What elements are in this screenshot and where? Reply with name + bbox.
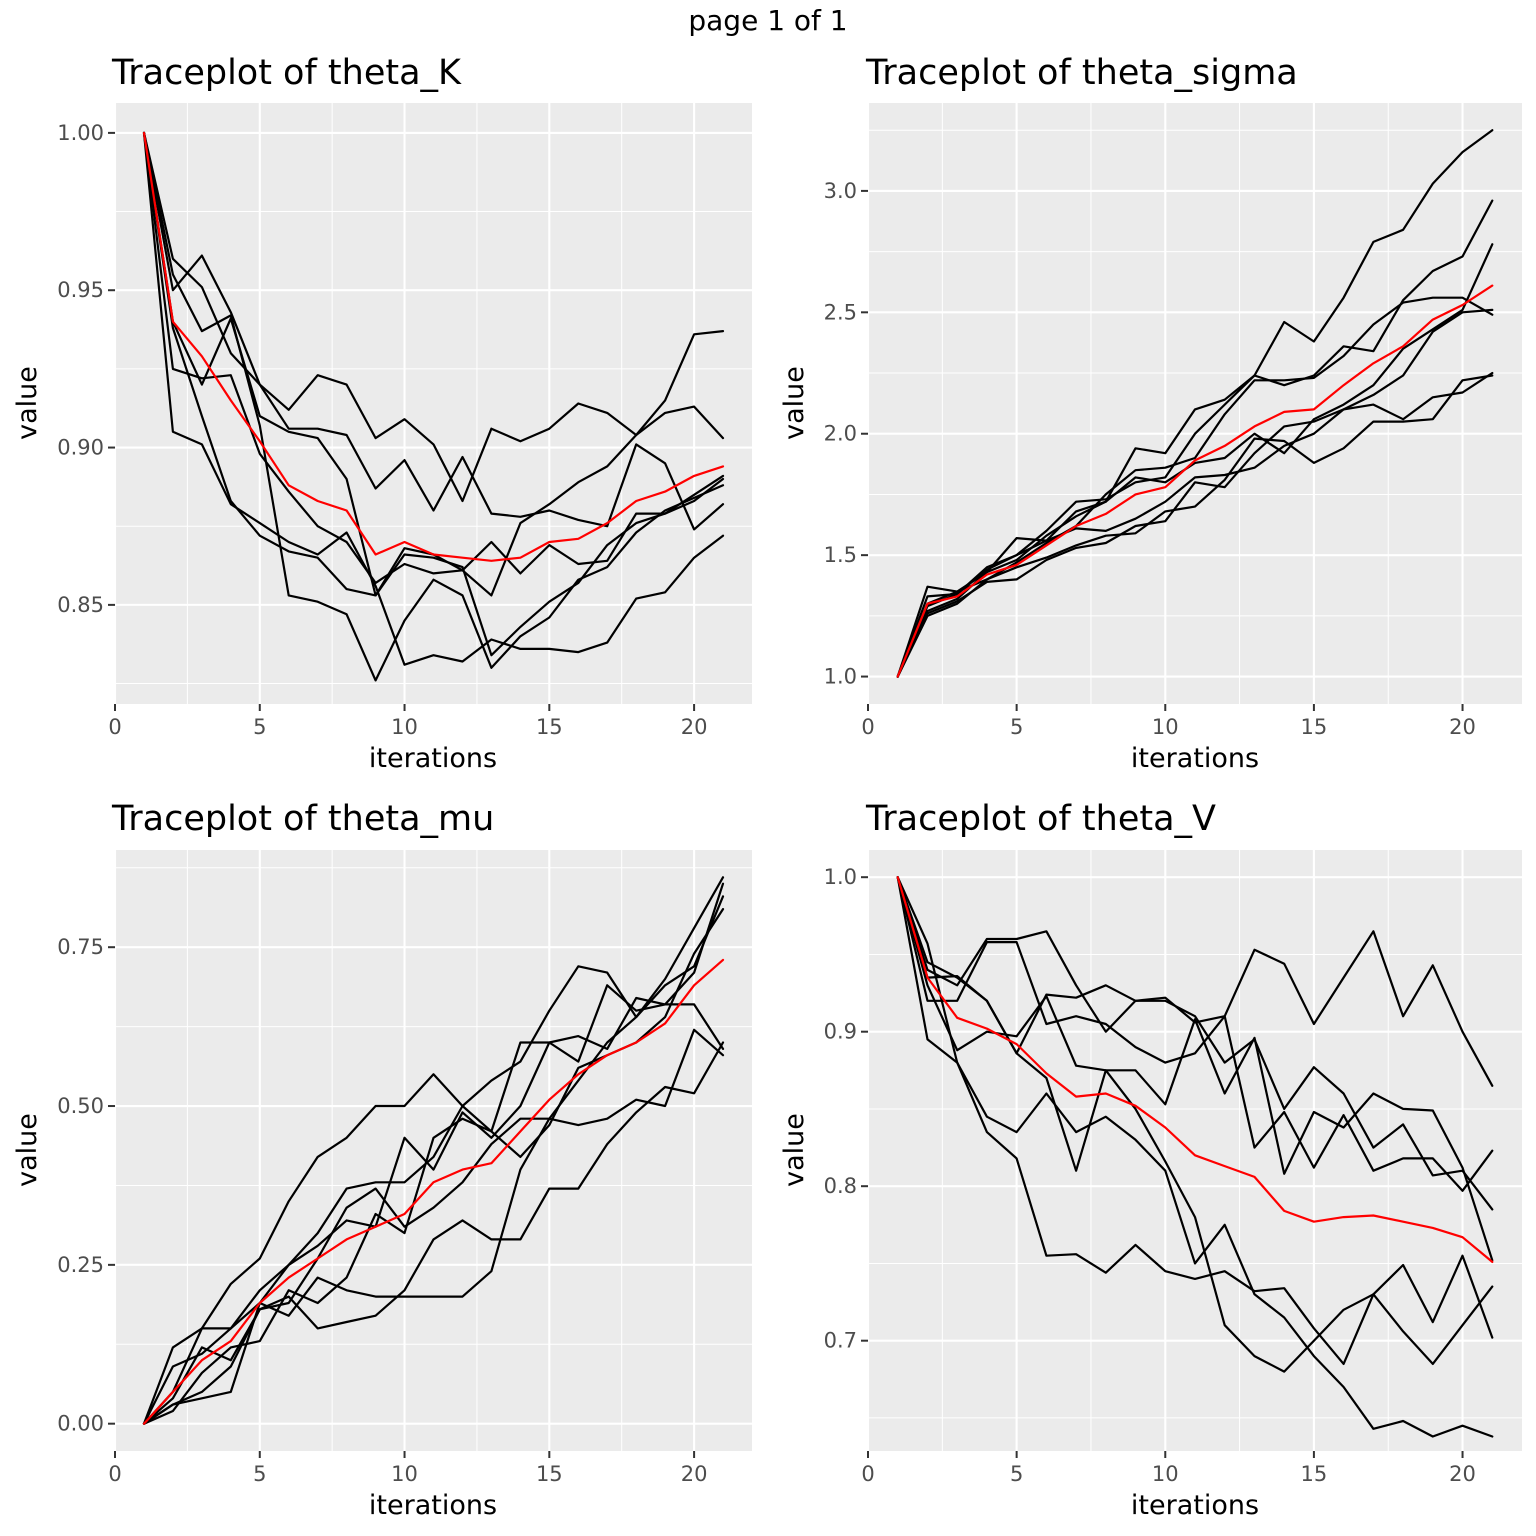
chain-trace-line xyxy=(896,876,1494,1192)
y-tick-label: 1.5 xyxy=(824,543,857,567)
y-tick-label: 0.85 xyxy=(57,593,104,617)
y-tick-label: 0.25 xyxy=(57,1253,104,1277)
x-tick-label: 20 xyxy=(681,1462,708,1486)
panel-background xyxy=(115,103,752,704)
y-tick-label: 1.0 xyxy=(824,665,857,689)
y-tick-label: 1.00 xyxy=(57,121,104,145)
y-axis-title: value xyxy=(12,366,43,440)
x-tick-label: 15 xyxy=(536,1462,563,1486)
page-title: page 1 of 1 xyxy=(688,4,848,37)
x-tick-label: 10 xyxy=(1152,715,1179,739)
chain-trace-line xyxy=(896,876,1494,1211)
y-tick-label: 0.95 xyxy=(57,278,104,302)
chain-trace-line xyxy=(142,895,725,1425)
chain-trace-line xyxy=(896,374,1494,678)
chain-trace-line xyxy=(896,243,1494,678)
x-tick-label: 0 xyxy=(861,1462,874,1486)
chain-trace-line xyxy=(896,199,1494,678)
mean-trace-line xyxy=(142,131,725,562)
y-tick-label: 0.00 xyxy=(57,1412,104,1436)
y-tick-label: 0.90 xyxy=(57,436,104,460)
chain-trace-line xyxy=(142,984,725,1425)
x-axis-title: iterations xyxy=(1131,743,1259,774)
x-tick-label: 15 xyxy=(536,715,563,739)
x-tick-label: 10 xyxy=(391,1462,418,1486)
x-tick-label: 20 xyxy=(681,715,708,739)
chain-trace-line xyxy=(142,131,725,503)
x-tick-label: 0 xyxy=(108,1462,121,1486)
y-tick-label: 0.8 xyxy=(824,1174,857,1198)
x-tick-label: 20 xyxy=(1449,715,1476,739)
y-tick-label: 1.0 xyxy=(824,865,857,889)
x-tick-label: 15 xyxy=(1301,1462,1328,1486)
y-tick-label: 0.7 xyxy=(824,1329,857,1353)
y-tick-label: 2.5 xyxy=(824,300,857,324)
panel-title: Traceplot of theta_sigma xyxy=(865,53,1298,93)
chain-trace-line xyxy=(142,1041,725,1425)
panel-title: Traceplot of theta_mu xyxy=(111,799,494,839)
y-tick-label: 3.0 xyxy=(824,179,857,203)
chain-trace-line xyxy=(142,882,725,1425)
chain-trace-line xyxy=(142,1028,725,1425)
chain-trace-line xyxy=(896,129,1494,678)
panel-theta-k: 0 5 10 15 20 0.85 0.90 0.95 1.00 Traceplot of the… xyxy=(12,53,752,774)
y-tick-label: 0.75 xyxy=(57,935,104,959)
panel-title: Traceplot of theta_V xyxy=(865,799,1216,839)
chain-trace-line xyxy=(142,131,725,666)
x-axis-title: iterations xyxy=(1131,1490,1259,1521)
chain-trace-line xyxy=(896,876,1494,1438)
x-tick-label: 20 xyxy=(1449,1462,1476,1486)
x-tick-label: 5 xyxy=(1010,1462,1023,1486)
x-tick-label: 10 xyxy=(1152,1462,1179,1486)
chain-trace-line xyxy=(896,876,1494,1366)
panel-background xyxy=(868,850,1522,1451)
panel-background xyxy=(868,103,1522,704)
chain-trace-line xyxy=(896,296,1494,678)
x-tick-label: 0 xyxy=(108,715,121,739)
y-tick-label: 0.9 xyxy=(824,1020,857,1044)
panel-theta-v: 0 5 10 15 20 0.7 0.8 0.9 1.0 Traceplot of theta_V… xyxy=(779,799,1522,1521)
panel-theta-mu: 0 5 10 15 20 0.00 0.25 0.50 0.75 Traceplot of the… xyxy=(12,799,752,1521)
x-tick-label: 15 xyxy=(1301,715,1328,739)
y-tick-label: 0.50 xyxy=(57,1094,104,1118)
x-tick-label: 5 xyxy=(1010,715,1023,739)
chain-trace-line xyxy=(896,308,1494,678)
chain-trace-line xyxy=(142,131,725,531)
panel-theta-sigma: 0 5 10 15 20 1.0 1.5 2.0 2.5 3.0 Traceplot of thet… xyxy=(779,53,1522,774)
mean-trace-line xyxy=(896,284,1494,678)
x-tick-label: 10 xyxy=(391,715,418,739)
y-tick-label: 2.0 xyxy=(824,422,857,446)
mean-trace-line xyxy=(896,876,1494,1264)
x-tick-label: 0 xyxy=(861,715,874,739)
mean-trace-line xyxy=(142,958,725,1425)
x-tick-label: 5 xyxy=(253,715,266,739)
chain-trace-line xyxy=(142,131,725,657)
y-axis-title: value xyxy=(12,1113,43,1187)
chain-trace-line xyxy=(142,131,725,597)
y-axis-title: value xyxy=(779,366,810,440)
panel-background xyxy=(115,850,752,1451)
panel-title: Traceplot of theta_K xyxy=(111,53,462,93)
chain-trace-line xyxy=(142,131,725,682)
x-axis-title: iterations xyxy=(369,743,497,774)
chain-trace-line xyxy=(896,876,1494,1373)
y-axis-title: value xyxy=(779,1113,810,1187)
x-tick-label: 5 xyxy=(253,1462,266,1486)
chain-trace-line xyxy=(896,371,1494,678)
x-axis-title: iterations xyxy=(369,1490,497,1521)
